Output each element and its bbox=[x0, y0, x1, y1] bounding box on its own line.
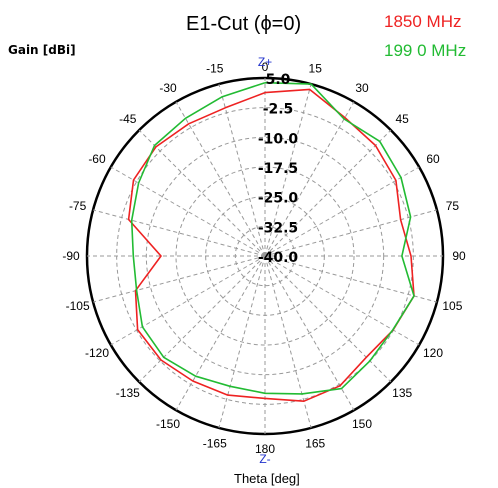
radial-tick-label: -17.5 bbox=[258, 161, 298, 177]
angle-tick-label: 180 bbox=[255, 442, 275, 456]
legend-entry-1850: 1850 MHz bbox=[384, 12, 461, 31]
grid-spoke bbox=[264, 101, 355, 257]
angle-tick-label: 45 bbox=[395, 112, 409, 126]
grid-spoke bbox=[110, 166, 266, 257]
grid-spoke bbox=[264, 255, 438, 303]
angle-tick-label: 135 bbox=[392, 386, 412, 400]
grid-spoke bbox=[264, 83, 312, 257]
grid-spoke bbox=[218, 255, 266, 429]
series-line-1 bbox=[130, 81, 415, 395]
grid-spoke bbox=[264, 166, 420, 257]
grid-spoke bbox=[175, 101, 266, 257]
series-line-0 bbox=[127, 88, 415, 403]
angle-tick-label: 0 bbox=[262, 60, 269, 74]
chart-title: E1-Cut (ϕ=0) bbox=[186, 13, 301, 35]
legend-entry-1990: 199 0 MHz bbox=[384, 41, 466, 60]
z-minus-label: Z- bbox=[259, 452, 270, 466]
angle-tick-label: 75 bbox=[446, 199, 460, 213]
angle-tick-label: -60 bbox=[88, 152, 106, 166]
angle-tick-label: -30 bbox=[159, 81, 177, 95]
angle-tick-label: 165 bbox=[305, 436, 325, 450]
angle-tick-label: 60 bbox=[426, 152, 440, 166]
grid-spoke bbox=[264, 255, 312, 429]
radial-tick-label: -10.0 bbox=[258, 131, 299, 147]
grid-spoke bbox=[264, 255, 355, 411]
grid-spoke bbox=[92, 255, 266, 303]
grid-ring bbox=[175, 166, 355, 346]
grid-spoke bbox=[138, 255, 266, 383]
series-layer bbox=[127, 81, 415, 403]
angle-tick-label: -150 bbox=[156, 417, 180, 431]
angle-tick-label: -15 bbox=[206, 62, 224, 76]
grid-spoke bbox=[264, 129, 392, 257]
angle-tick-label: 30 bbox=[355, 81, 369, 95]
angle-tick-label: 120 bbox=[423, 346, 443, 360]
grid-spoke bbox=[218, 83, 266, 257]
angle-tick-label: -105 bbox=[66, 299, 90, 313]
grid-spoke bbox=[110, 255, 266, 346]
radial-tick-label: 5.0 bbox=[266, 72, 291, 88]
angle-tick-label: 90 bbox=[452, 249, 466, 263]
angle-tick-label: -120 bbox=[85, 346, 109, 360]
grid-spoke bbox=[264, 255, 420, 346]
y-axis-label: Gain [dBi] bbox=[8, 43, 76, 57]
radial-tick-label: -2.5 bbox=[263, 102, 294, 118]
angle-tick-label: -135 bbox=[116, 386, 140, 400]
angle-tick-label: -75 bbox=[69, 199, 87, 213]
x-axis-label: Theta [deg] bbox=[234, 471, 300, 486]
grid-spoke bbox=[264, 255, 392, 383]
angle-tick-label: 150 bbox=[352, 417, 372, 431]
angle-tick-label: 105 bbox=[442, 299, 462, 313]
label-layer: 0 15 30 45 60 75 90 105 120 135 150 165 180 -165 -150 -… bbox=[62, 55, 466, 466]
angle-tick-label: -165 bbox=[203, 436, 227, 450]
grid-spoke bbox=[138, 129, 266, 257]
grid-spoke bbox=[175, 255, 266, 411]
angle-tick-label: -90 bbox=[62, 249, 80, 263]
grid-spoke bbox=[92, 209, 266, 257]
angle-tick-label: 15 bbox=[309, 62, 323, 76]
grid-spoke bbox=[264, 209, 438, 257]
radial-tick-label: -32.5 bbox=[258, 220, 298, 236]
angle-tick-label: -45 bbox=[119, 112, 137, 126]
radial-tick-label: -25.0 bbox=[258, 191, 299, 207]
z-plus-label: Z+ bbox=[258, 55, 272, 69]
grid-ring bbox=[145, 136, 385, 376]
radial-tick-label: -40.0 bbox=[258, 250, 299, 266]
